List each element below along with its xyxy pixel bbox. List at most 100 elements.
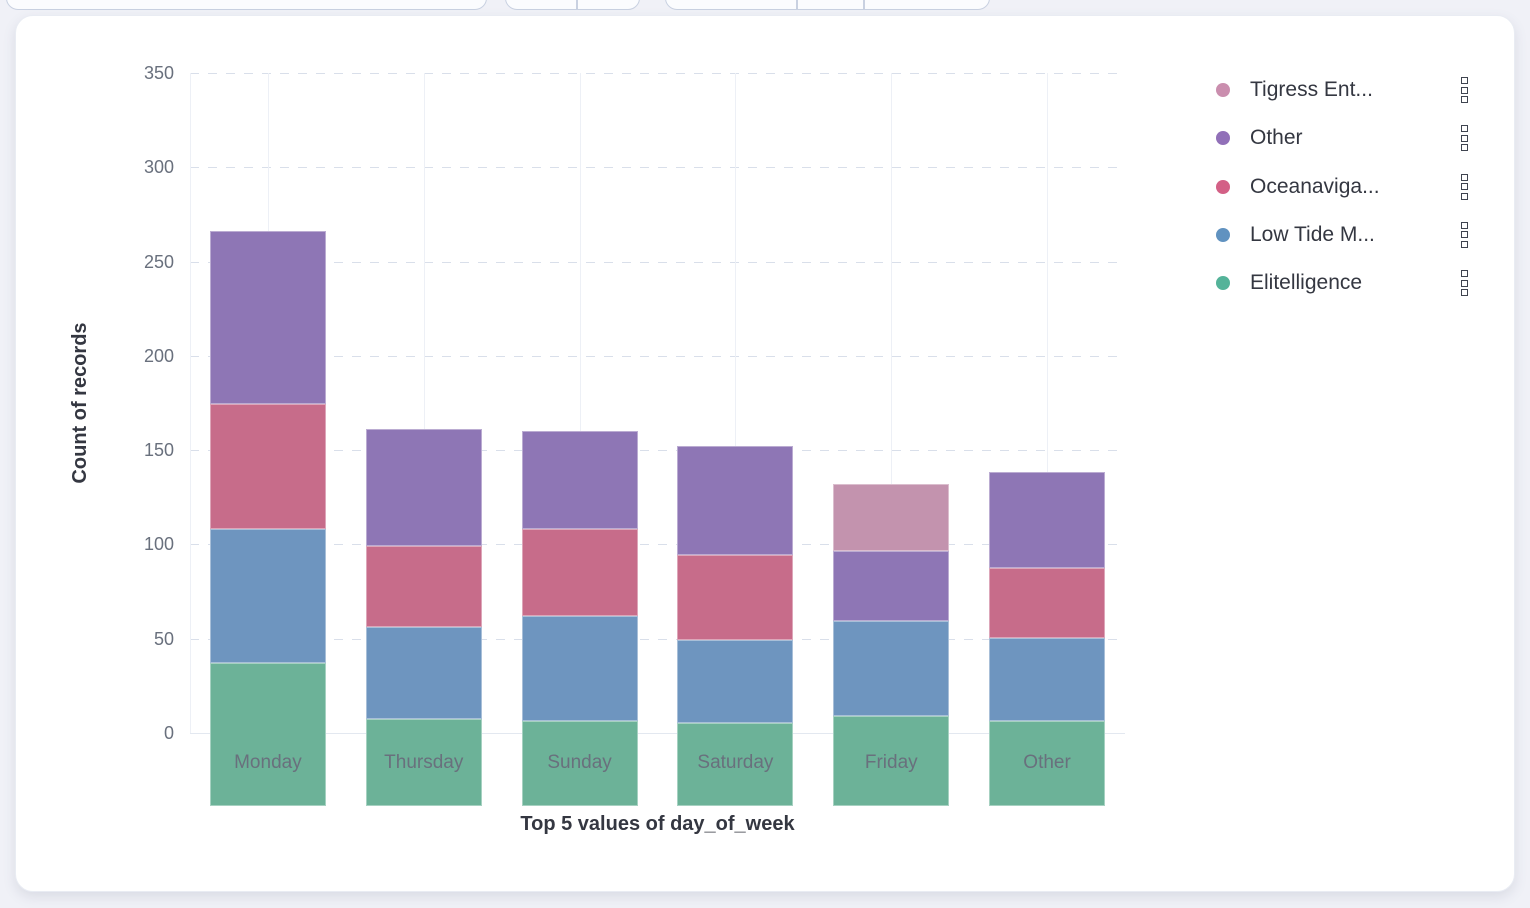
box-glyph bbox=[1461, 125, 1468, 133]
bar-segment-saturday-lowtidem[interactable] bbox=[677, 640, 794, 724]
y-tick-label-50: 50 bbox=[153, 628, 174, 649]
x-tick-label-other: Other bbox=[1023, 752, 1071, 773]
legend-item-label[interactable]: Tigress Ent... bbox=[1250, 78, 1373, 101]
bar-monday bbox=[209, 146, 326, 806]
bar-segment-monday-elitelligence[interactable] bbox=[209, 662, 326, 806]
box-glyph bbox=[1461, 270, 1468, 278]
v-gridline-sunday bbox=[579, 73, 581, 733]
bar-segment-saturday-oceanaviga[interactable] bbox=[677, 555, 794, 641]
bar-segment-other-elitelligence[interactable] bbox=[989, 721, 1106, 806]
x-tick-label-friday: Friday bbox=[864, 752, 918, 773]
v-gridline-saturday bbox=[735, 73, 737, 733]
legend-item-label[interactable]: Elitelligence bbox=[1250, 271, 1363, 295]
h-gridline-150 bbox=[190, 450, 1125, 452]
legend-color-dot[interactable] bbox=[1216, 83, 1230, 97]
legend-item-label[interactable]: Other bbox=[1250, 126, 1303, 150]
box-glyph bbox=[1461, 289, 1468, 297]
box-glyph bbox=[1461, 134, 1468, 142]
bar-friday bbox=[833, 146, 950, 806]
bar-segment-thursday-elitelligence[interactable] bbox=[365, 719, 482, 806]
y-axis-line bbox=[190, 73, 191, 733]
legend-item-label[interactable]: Oceanaviga... bbox=[1250, 174, 1380, 198]
x-tick-label-sunday: Sunday bbox=[547, 752, 612, 773]
v-gridline-friday bbox=[891, 73, 893, 733]
y-tick-label-200: 200 bbox=[143, 345, 174, 366]
bar-segment-thursday-other[interactable] bbox=[365, 428, 482, 546]
y-tick-label-250: 250 bbox=[143, 251, 174, 272]
chip-divider bbox=[863, 0, 865, 9]
box-glyph bbox=[1461, 183, 1468, 191]
legend-color-dot[interactable] bbox=[1216, 131, 1230, 146]
chip-divider bbox=[796, 0, 798, 9]
bar-segment-sunday-lowtidem[interactable] bbox=[521, 615, 638, 722]
bar-segment-sunday-oceanaviga[interactable] bbox=[521, 528, 638, 616]
x-tick-label-monday: Monday bbox=[234, 752, 302, 773]
v-gridline-other bbox=[1047, 73, 1049, 733]
legend-actions-icon[interactable] bbox=[1461, 221, 1468, 250]
legend-item-other[interactable]: Other bbox=[1208, 121, 1474, 155]
bar-segment-other-oceanaviga[interactable] bbox=[989, 568, 1106, 639]
legend-actions-icon[interactable] bbox=[1461, 76, 1468, 105]
bar-segment-thursday-oceanaviga[interactable] bbox=[365, 545, 482, 627]
legend-item-oceanaviga[interactable]: Oceanaviga... bbox=[1208, 170, 1474, 204]
h-gridline-350 bbox=[190, 73, 1125, 74]
box-glyph bbox=[1461, 231, 1468, 239]
v-gridline-thursday bbox=[423, 73, 425, 733]
bar-segment-sunday-other[interactable] bbox=[521, 430, 638, 529]
legend-item-lowtidem[interactable]: Low Tide M... bbox=[1208, 218, 1474, 252]
bar-segment-thursday-lowtidem[interactable] bbox=[365, 626, 482, 720]
bar-segment-friday-lowtidem[interactable] bbox=[833, 621, 950, 716]
box-glyph bbox=[1461, 240, 1468, 248]
y-tick-label-150: 150 bbox=[143, 440, 174, 461]
box-glyph bbox=[1461, 96, 1468, 103]
legend-color-dot[interactable] bbox=[1216, 179, 1230, 194]
bar-segment-other-lowtidem[interactable] bbox=[989, 638, 1106, 722]
toolbar-search-chip[interactable] bbox=[6, 0, 487, 10]
h-gridline-250 bbox=[190, 261, 1125, 263]
box-glyph bbox=[1461, 144, 1468, 152]
box-glyph bbox=[1461, 77, 1468, 84]
bar-segment-monday-oceanaviga[interactable] bbox=[209, 404, 326, 529]
bar-segment-friday-elitelligence[interactable] bbox=[833, 715, 950, 806]
legend-item-tigressent[interactable]: Tigress Ent... bbox=[1208, 73, 1474, 107]
y-tick-label-350: 350 bbox=[143, 63, 174, 83]
bar-thursday bbox=[365, 146, 482, 806]
bar-segment-saturday-elitelligence[interactable] bbox=[677, 723, 794, 806]
bar-segment-monday-lowtidem[interactable] bbox=[209, 528, 326, 663]
bar-segment-sunday-elitelligence[interactable] bbox=[521, 721, 638, 806]
bar-segment-monday-other[interactable] bbox=[209, 230, 326, 405]
chip-divider bbox=[576, 0, 578, 9]
legend-item-elitelligence[interactable]: Elitelligence bbox=[1208, 266, 1474, 300]
y-tick-label-100: 100 bbox=[143, 534, 174, 555]
y-tick-label-0: 0 bbox=[163, 723, 174, 743]
plot-area bbox=[190, 73, 1125, 806]
bar-saturday bbox=[677, 146, 794, 806]
h-gridline-50 bbox=[190, 638, 1125, 640]
legend-actions-icon[interactable] bbox=[1461, 124, 1468, 153]
box-glyph bbox=[1461, 173, 1468, 181]
bar-other bbox=[989, 146, 1106, 806]
legend-actions-icon[interactable] bbox=[1461, 172, 1468, 201]
legend-item-label[interactable]: Low Tide M... bbox=[1250, 222, 1375, 246]
bar-segment-friday-other[interactable] bbox=[833, 551, 950, 622]
legend-color-dot[interactable] bbox=[1216, 227, 1230, 242]
box-glyph bbox=[1461, 279, 1468, 287]
toolbar-control-group-2[interactable] bbox=[665, 0, 990, 10]
box-glyph bbox=[1461, 192, 1468, 200]
legend: Tigress Ent... Other Oceanaviga... Low T… bbox=[1208, 73, 1474, 314]
bar-segment-saturday-other[interactable] bbox=[677, 445, 794, 556]
h-gridline-200 bbox=[190, 355, 1125, 357]
h-gridline-100 bbox=[190, 544, 1125, 546]
box-glyph bbox=[1461, 86, 1468, 94]
legend-actions-icon[interactable] bbox=[1461, 269, 1468, 298]
box-glyph bbox=[1461, 221, 1468, 229]
legend-color-dot[interactable] bbox=[1216, 276, 1230, 291]
bar-segment-friday-tigressent[interactable] bbox=[833, 483, 950, 552]
h-gridline-300 bbox=[190, 167, 1125, 169]
toolbar-control-group-1[interactable] bbox=[505, 0, 640, 10]
y-axis-title: Count of records bbox=[69, 322, 91, 484]
bar-segment-other-other[interactable] bbox=[989, 472, 1106, 569]
bar-sunday bbox=[521, 146, 638, 806]
y-tick-label-300: 300 bbox=[143, 157, 174, 178]
